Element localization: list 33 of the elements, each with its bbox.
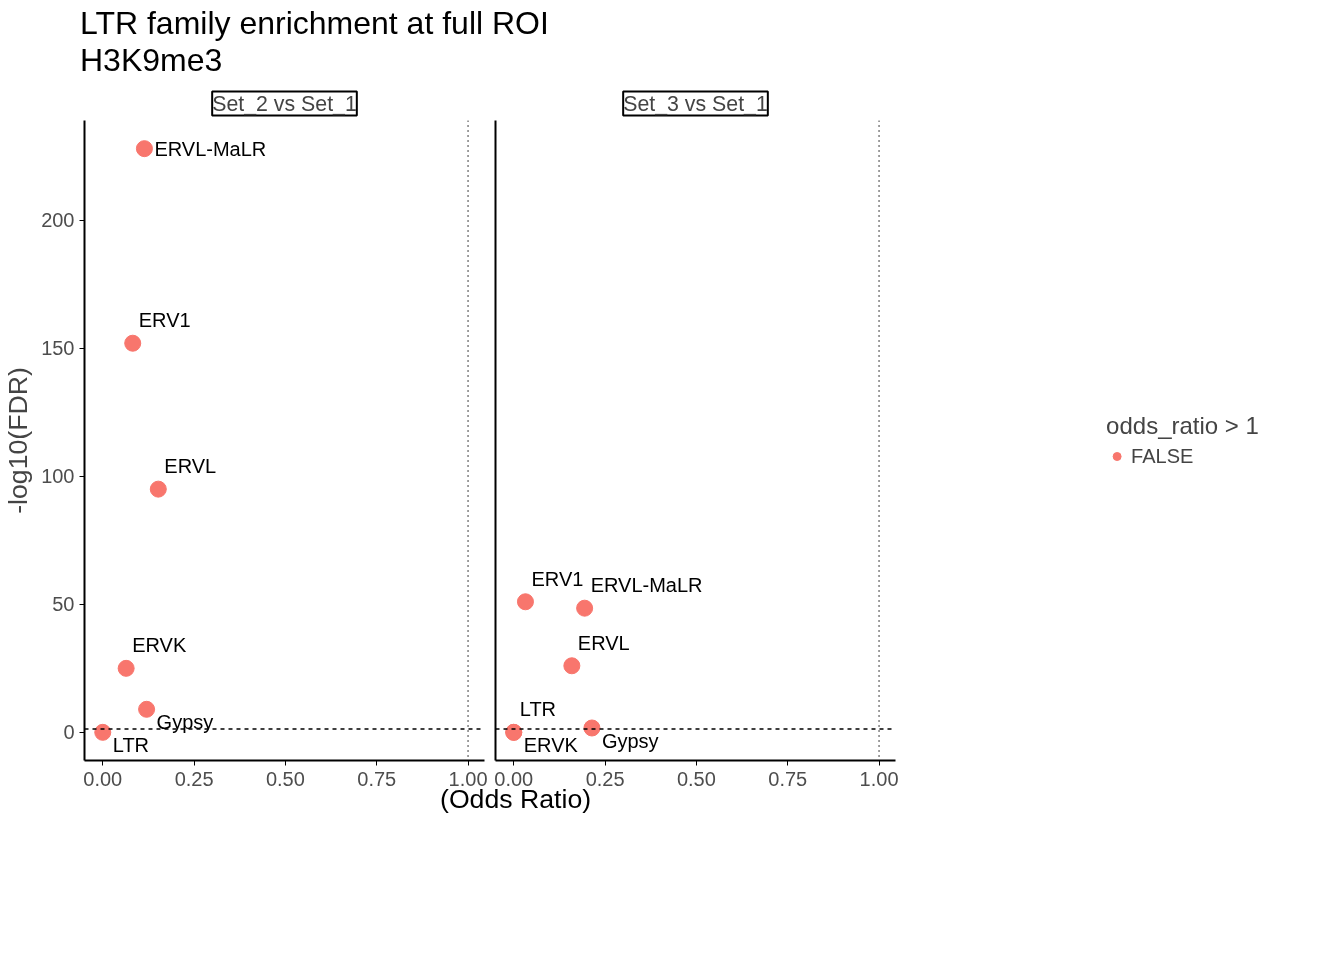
y-tick-label: 0: [63, 720, 75, 743]
annotation: LTR: [112, 733, 150, 756]
annotation: ERVL: [164, 454, 217, 477]
y-tick-label: 150: [41, 336, 75, 359]
annotation: ERVK: [523, 733, 579, 756]
text: H3K9me3: [80, 41, 223, 78]
annotation: ERVL-MaLR: [154, 137, 267, 160]
legend-title: odds_ratio > 1: [1106, 411, 1259, 440]
legend-label: FALSE: [1131, 444, 1194, 468]
annotation: Gypsy: [156, 710, 214, 733]
annotation: LTR: [519, 697, 557, 720]
annotation: ERVK: [132, 633, 187, 656]
x-tick-label: 0.00: [83, 767, 123, 790]
chart-title: Set_2 vs Set_1: [212, 91, 357, 116]
annotation: Gypsy: [601, 729, 659, 752]
y-tick-label: 200: [41, 208, 75, 231]
y-tick-label: 100: [41, 464, 75, 487]
annotation: ERV1: [531, 567, 584, 590]
x-tick-label: 0.50: [265, 767, 305, 790]
y-axis-title: -log10(FDR): [3, 366, 34, 514]
annotation: ERVL-MaLR: [590, 573, 703, 596]
y-tick-label: 50: [52, 592, 75, 615]
annotation: ERVL: [577, 631, 630, 654]
text: LTR family enrichment at full ROI: [80, 5, 549, 41]
annotation: ERV1: [138, 308, 191, 331]
x-tick-label: 0.00: [494, 767, 534, 790]
x-tick-label: 0.50: [676, 767, 716, 790]
x-tick-label: 0.75: [357, 767, 397, 790]
x-tick-label: 0.25: [174, 767, 214, 790]
x-tick-label: 0.75: [768, 767, 808, 790]
x-tick-label: 0.25: [585, 767, 625, 790]
x-tick-label: 1.00: [859, 767, 899, 790]
chart-title: Set_3 vs Set_1: [623, 91, 768, 116]
